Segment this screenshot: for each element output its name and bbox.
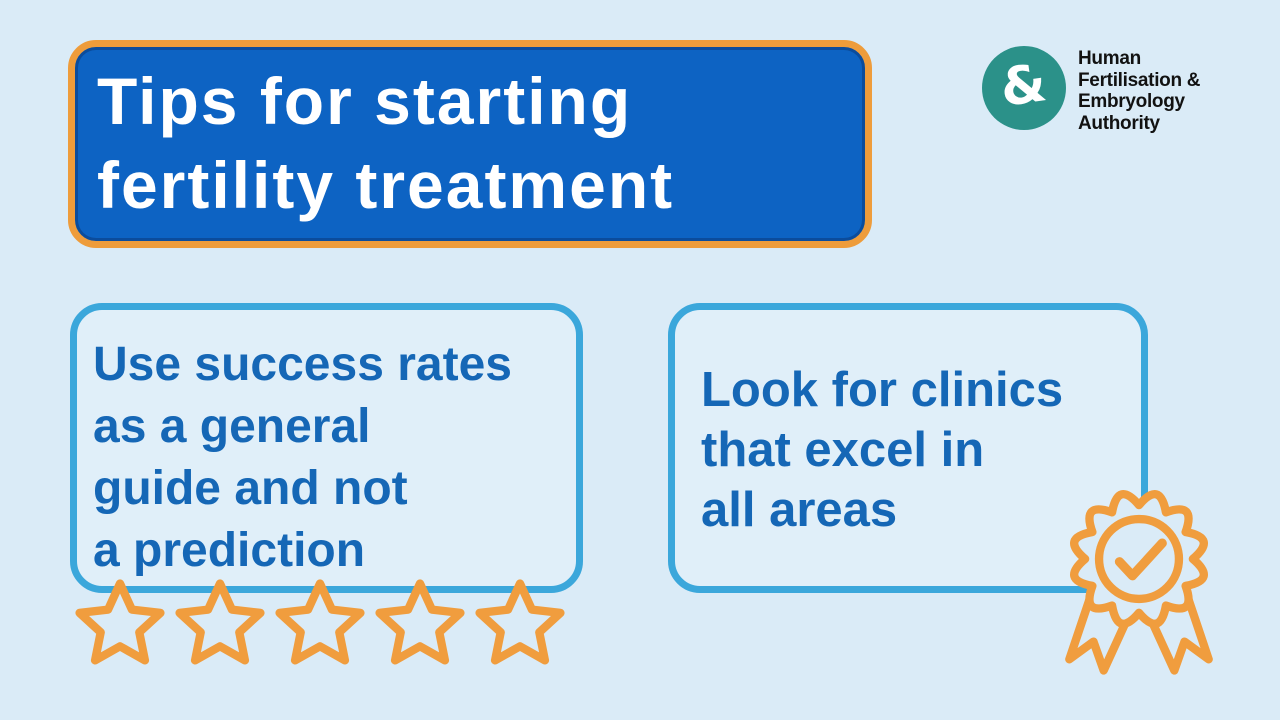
tip1-line4: a prediction (93, 524, 366, 577)
hfea-ampersand-icon: & (982, 46, 1066, 130)
tip2-line3: all areas (701, 483, 898, 537)
tip2-line2: that excel in (701, 423, 985, 477)
tip1-line1: Use success rates (93, 338, 512, 391)
star-icon (475, 579, 565, 665)
star-icon (75, 579, 165, 665)
tip1-line3: guide and not (93, 462, 408, 515)
award-rosette-icon (1060, 480, 1218, 694)
star-icon (175, 579, 265, 665)
logo-line3: Embryology (1078, 91, 1185, 112)
tip1-line2: as a general (93, 400, 371, 453)
tip-card-success-rates: Use success rates as a general guide and… (70, 303, 583, 593)
ampersand-glyph: & (997, 53, 1051, 119)
tip-card-clinics: Look for clinics that excel in all areas (668, 303, 1148, 593)
logo-line1: Human (1078, 48, 1141, 69)
logo-line2: Fertilisation & (1078, 69, 1201, 91)
hfea-logo: & Human Fertilisation & Embryology Autho… (982, 46, 1200, 134)
logo-line4: Authority (1078, 112, 1160, 134)
star-icon (375, 579, 465, 665)
poster-title-line2: fertility treatment (97, 148, 675, 222)
five-star-rating (70, 578, 570, 674)
star-icon (275, 579, 365, 665)
hfea-logo-wordmark: Human Fertilisation & Embryology Authori… (1078, 46, 1200, 134)
tip2-line1: Look for clinics (701, 363, 1064, 417)
poster-title-line1: Tips for starting (97, 64, 633, 138)
title-banner: Tips for starting fertility treatment (68, 40, 872, 248)
